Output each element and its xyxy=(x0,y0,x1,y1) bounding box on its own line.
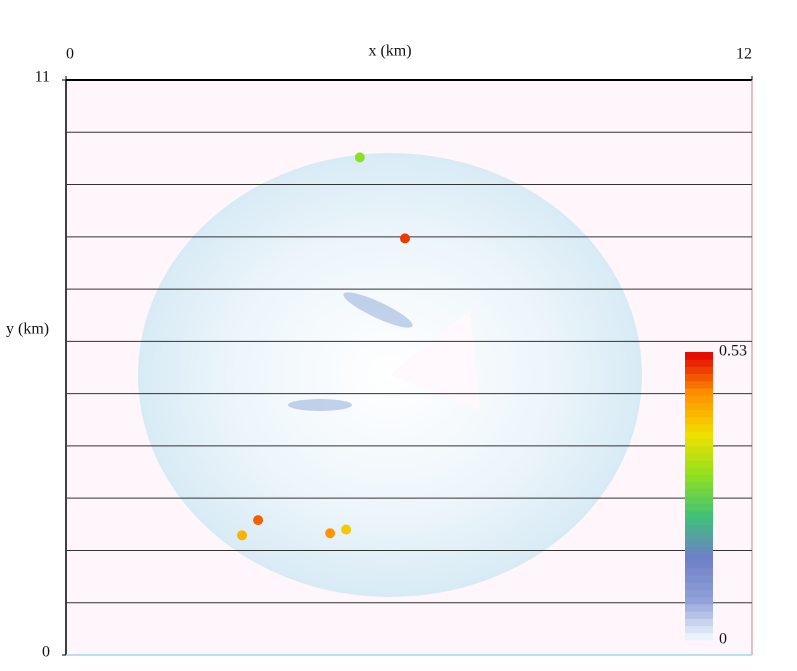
colorbar-swatch xyxy=(685,503,713,511)
colorbar-swatch xyxy=(685,604,713,612)
colorbar-swatch xyxy=(685,554,713,562)
hot-spot xyxy=(253,515,263,525)
colorbar-tick-label: 0 xyxy=(719,631,727,648)
streak xyxy=(288,399,352,411)
colorbar-swatch xyxy=(685,532,713,540)
colorbar-swatch xyxy=(685,510,713,518)
colorbar-swatch xyxy=(685,438,713,446)
colorbar-swatch xyxy=(685,611,713,619)
hot-spot xyxy=(237,530,247,540)
x-tick-label: 12 xyxy=(736,46,752,63)
colorbar-swatch xyxy=(685,424,713,432)
colorbar-swatch xyxy=(685,618,713,626)
y-tick-label: 11 xyxy=(35,69,50,86)
colorbar-swatch xyxy=(685,590,713,598)
colorbar-swatch xyxy=(685,446,713,454)
colorbar-swatch xyxy=(685,453,713,461)
hot-spot xyxy=(325,528,335,538)
colorbar-swatch xyxy=(685,496,713,504)
colorbar-swatch xyxy=(685,597,713,605)
colorbar-swatch xyxy=(685,582,713,590)
colorbar-swatch xyxy=(685,525,713,533)
x-tick-label: 0 xyxy=(66,46,74,63)
colorbar-swatch xyxy=(685,568,713,576)
colorbar-swatch xyxy=(685,359,713,367)
colorbar-swatch xyxy=(685,381,713,389)
colorbar-swatch xyxy=(685,460,713,468)
colorbar-swatch xyxy=(685,561,713,569)
hot-spot xyxy=(355,152,365,162)
colorbar-swatch xyxy=(685,518,713,526)
colorbar-swatch xyxy=(685,388,713,396)
hot-spot xyxy=(341,525,351,535)
y-axis-label: y (km) xyxy=(6,321,49,338)
colorbar-swatch xyxy=(685,352,713,360)
colorbar-swatch xyxy=(685,417,713,425)
hot-spot xyxy=(400,233,410,243)
y-tick-label: 0 xyxy=(42,644,50,661)
colorbar-swatch xyxy=(685,633,713,641)
colorbar-swatch xyxy=(685,402,713,410)
colorbar-swatch xyxy=(685,431,713,439)
colorbar-swatch xyxy=(685,467,713,475)
chart: x (km) y (km) 0 12 0 11 0 0.53 xyxy=(0,0,797,666)
colorbar-swatch xyxy=(685,539,713,547)
colorbar-swatch xyxy=(685,374,713,382)
colorbar-swatch xyxy=(685,474,713,482)
x-axis-label: x (km) xyxy=(368,43,411,60)
colorbar-swatch xyxy=(685,546,713,554)
colorbar-swatch xyxy=(685,489,713,497)
colorbar-swatch xyxy=(685,626,713,634)
colorbar-swatch xyxy=(685,395,713,403)
colorbar-tick-label: 0.53 xyxy=(719,343,747,360)
colorbar-swatch xyxy=(685,575,713,583)
colorbar-swatch xyxy=(685,482,713,490)
colorbar-swatch xyxy=(685,366,713,374)
colorbar-swatch xyxy=(685,410,713,418)
